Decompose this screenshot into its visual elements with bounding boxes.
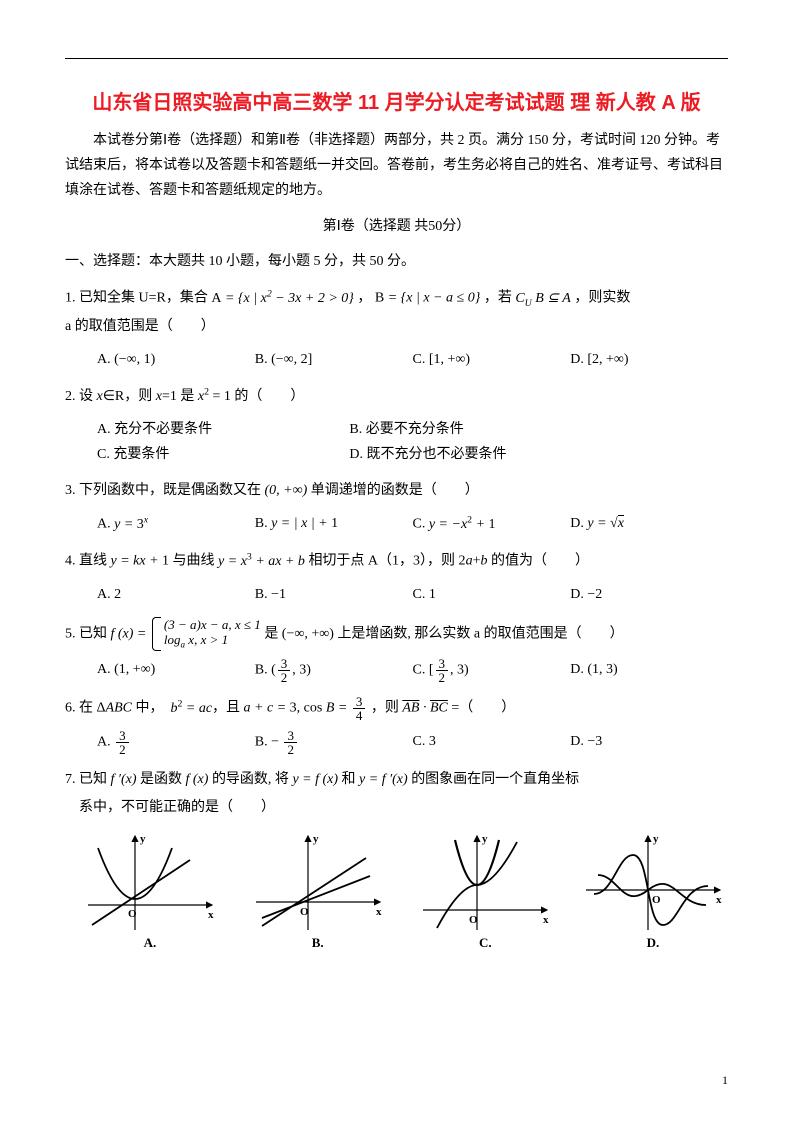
q1-opt-a: A. (−∞, 1) [97,347,255,372]
q5-opt-c-frac: 32 [436,657,449,684]
q4-opt-c: C. 1 [413,582,571,607]
q1-stem-pre: 1. 已知全集 U=R，集合 [65,291,211,306]
q6-mid: ，则 [371,701,403,716]
q1-opt-b: B. (−∞, 2] [255,347,413,372]
q2-opt-b: B. 必要不充分条件 [349,417,696,442]
svg-text:x: x [716,894,722,906]
intro-paragraph: 本试卷分第Ⅰ卷（选择题）和第Ⅱ卷（非选择题）两部分，共 2 页。满分 150 分… [65,128,728,204]
q4-opt-b: B. −1 [255,582,413,607]
q4-options: A. 2 B. −1 C. 1 D. −2 [97,582,728,607]
svg-text:y: y [482,833,488,845]
q5-post: 是 (−∞, +∞) 上是增函数, 那么实数 a 的取值范围是（ ） [264,626,623,641]
q6-opt-c: C. 3 [413,729,571,756]
q5-opt-c-post: , 3) [450,663,469,678]
question-6: 6. 在 ΔABC 中， b2 = ac，且 a + c = 3, cos B … [65,694,728,723]
q3-opt-c: C. y = −x2 + 1 [413,511,571,537]
q1-cond: CU B ⊆ A [515,291,571,306]
q1-line2: a 的取值范围是（ ） [65,319,215,334]
q7-graph-c: O x y C. [410,830,560,954]
question-4: 4. 直线 y = kx + 1 与曲线 y = x3 + ax + b 相切于… [65,547,728,576]
q6-opt-a: A. 32 [97,729,255,756]
q1-comma-1: ， [357,291,371,306]
q6-post: =（ ） [451,701,515,716]
q7-graph-a: O x y A. [75,830,225,954]
q6-cos-frac: 34 [353,695,366,722]
q3-opt-a: A. y = 3x [97,511,255,537]
q5-opt-c: C. [32, 3) [413,657,571,684]
q5-options: A. (1, +∞) B. (32, 3) C. [32, 3) D. (1, … [97,657,728,684]
q1-opt-c: C. [1, +∞) [413,347,571,372]
question-2: 2. 设 x∈R，则 x=1 是 x2 = 1 的（ ） [65,382,728,411]
q5-opt-a: A. (1, +∞) [97,657,255,684]
q6-opt-d: D. −3 [570,729,728,756]
q7-graph-b: O x y B. [243,830,393,954]
q3-opt-b: B. y = | x | + 1 [255,511,413,537]
q7-label-c: C. [410,931,560,954]
q7-label-d: D. [578,931,728,954]
q7-label-b: B. [243,931,393,954]
q3-opt-d: D. y = √x [570,511,728,537]
q7-graph-d: O x y D. [578,830,728,954]
q5-pre: 5. 已知 [65,626,111,641]
q2-options: A. 充分不必要条件 B. 必要不充分条件 C. 充要条件 D. 既不充分也不必… [97,417,728,467]
q7-line1: 7. 已知 f ′(x) 是函数 f (x) 的导函数, 将 y = f (x)… [65,772,579,787]
q1-options: A. (−∞, 1) B. (−∞, 2] C. [1, +∞) D. [2, … [97,347,728,372]
q1-post: ，则实数 [574,291,630,306]
q5-opt-c-pre: C. [ [413,663,434,678]
q2-stem: 2. 设 x∈R，则 x=1 是 x2 = 1 的（ ） [65,389,304,404]
svg-text:x: x [543,914,549,926]
svg-text:y: y [313,833,319,845]
svg-text:y: y [653,833,659,845]
q1-mid: ，若 [484,291,516,306]
q1-opt-d: D. [2, +∞) [570,347,728,372]
q6-options: A. 32 B. − 32 C. 3 D. −3 [97,729,728,756]
q5-opt-d: D. (1, 3) [570,657,728,684]
q7-line2: 系中，不可能正确的是（ ） [79,800,275,815]
q5-opt-b-pre: B. ( [255,663,276,678]
question-1: 1. 已知全集 U=R，集合 A = {x | x2 − 3x + 2 > 0}… [65,284,728,341]
q5-opt-b-post: , 3) [292,663,311,678]
q1-set-b: B = {x | x − a ≤ 0} [375,291,480,306]
svg-text:O: O [469,914,478,926]
q2-opt-d: D. 既不充分也不必要条件 [349,442,696,467]
q2-opt-c: C. 充要条件 [97,442,349,467]
q5-piece-1: (3 − a)x − a, x ≤ 1 [164,617,261,633]
q5-opt-b: B. (32, 3) [255,657,413,684]
svg-text:O: O [652,894,661,906]
q1-set-a: A = {x | x2 − 3x + 2 > 0} [211,291,354,306]
q7-graphs: O x y A. O x y B. O x y C. [75,830,728,954]
svg-text:x: x [208,909,214,921]
exam-title: 山东省日照实验高中高三数学 11 月学分认定考试试题 理 新人教 A 版 [65,88,728,118]
svg-text:O: O [300,906,309,918]
q2-opt-a: A. 充分不必要条件 [97,417,349,442]
svg-text:x: x [376,906,382,918]
q5-piece-2: loga x, x > 1 [164,632,261,651]
question-5: 5. 已知 f (x) = (3 − a)x − a, x ≤ 1 loga x… [65,617,728,651]
section-1-header: 第Ⅰ卷（选择题 共50分） [65,214,728,239]
q6-opt-b: B. − 32 [255,729,413,756]
q6-vecs: AB · BC [402,701,448,716]
question-3: 3. 下列函数中，既是偶函数又在 (0, +∞) 单调递增的函数是（ ） [65,477,728,505]
q7-label-a: A. [75,931,225,954]
q5-fx: f (x) = [111,626,150,641]
q3-options: A. y = 3x B. y = | x | + 1 C. y = −x2 + … [97,511,728,537]
q4-opt-d: D. −2 [570,582,728,607]
q4-opt-a: A. 2 [97,582,255,607]
page-number: 1 [722,1070,728,1092]
question-7: 7. 已知 f ′(x) 是函数 f (x) 的导函数, 将 y = f (x)… [65,766,728,822]
section-1-subheader: 一、选择题：本大题共 10 小题，每小题 5 分，共 50 分。 [65,249,728,274]
top-rule [65,58,728,59]
svg-text:y: y [140,833,146,845]
q5-opt-b-frac: 32 [278,657,291,684]
svg-text:O: O [128,908,137,920]
q5-piecewise: (3 − a)x − a, x ≤ 1 loga x, x > 1 [150,617,261,651]
